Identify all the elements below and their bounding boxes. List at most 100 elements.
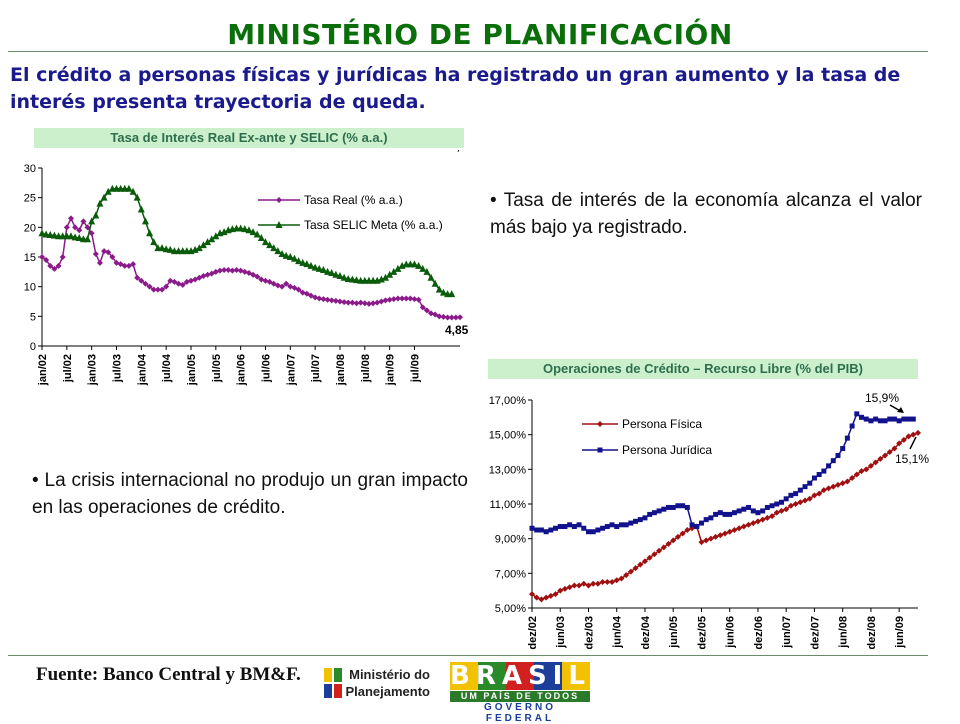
chart1-series-1-point [403,295,410,302]
chart1-series-1-point [320,296,327,303]
chart2-series-2-point [628,520,634,526]
chart1-series-2-point [261,238,269,246]
chart1-series-2-point [146,229,154,237]
chart2-series-2-point [760,508,766,514]
brasil-logo: BRASIL UM PAÍS DE TODOS GOVERNO FEDERAL [450,662,590,724]
chart1-series-1-point [192,276,199,283]
chart2-series-2-point [670,504,676,510]
chart1-series-1-point [411,296,418,303]
chart2-series-1-point [547,592,554,599]
brasil-tagline: UM PAÍS DE TODOS [450,691,590,702]
chart1-series-2-point [427,273,435,281]
chart2-series-1-point [896,440,903,447]
chart1-series-1-point [332,297,339,304]
chart2-series-1-point [538,596,545,603]
chart1-series-1-point [39,254,45,260]
chart2-series-2-point [783,496,789,502]
chart1-series-1-point [415,296,422,303]
chart2-series-1-point [543,594,550,601]
chart2-series-2-point [896,418,902,424]
chart1-series-2-point [295,257,303,265]
chart2-series-1-point [905,433,912,440]
chart1-series-1-point [361,300,368,307]
chart1-series-1-point [175,280,182,287]
chart2-series-2-point [722,511,728,517]
chart1-series-2-point [158,244,166,252]
chart2-series-1-point [783,506,790,513]
chart2-series-1-point [863,466,870,473]
chart1-series-1-point [47,262,54,269]
chart1-series-1-point [55,262,62,269]
chart2-series-2-point [802,484,808,490]
chart1-series-2-point [92,211,100,219]
chart2-series-2-point [746,504,752,510]
chart1-series-2-point [88,217,96,225]
chart1-series-1-point [440,313,447,320]
ministry-logo-mark [324,668,342,698]
chart2-series-2-point [557,524,563,530]
chart1-series-1-point [283,280,290,287]
chart1-x-tick-label: jan/08 [335,354,347,386]
chart1-title: Tasa de Interés Real Ex-ante y SELIC (% … [34,128,464,148]
chart1-x-tick-label: jan/06 [236,354,248,386]
chart1-series-1-point [63,224,70,231]
chart1-x-tick-label: jul/07 [310,354,322,383]
chart2-series-2-point [698,520,704,526]
chart2-series-2-point [553,525,559,531]
chart2-series-1-point [802,497,809,504]
chart2-series-2-point [840,446,846,452]
chart1-series-2-point [344,274,352,282]
chart2-legend-label: Persona Física [622,417,702,431]
chart2-series-2-point [534,527,540,533]
chart2-series-2-point [877,418,883,424]
chart1-series-1-point [419,304,426,311]
chart1-series-1-point [254,273,261,280]
chart2-series-1-point [849,475,856,481]
chart2-series-1-point [834,481,841,488]
chart1-series-1-point [270,280,277,287]
chart2-legend-label: Persona Jurídica [622,443,712,457]
chart2-legend-marker [597,421,603,427]
chart1-legend-marker [275,221,283,228]
chart2-series-2-point [689,522,695,528]
ministry-logo: Ministério do Planejamento [322,664,442,706]
chart2-series-1-point [787,502,794,509]
chart2-series-1-point [618,575,625,582]
chart2-series-1-point [839,480,846,487]
chart2-series-2-point [887,416,893,422]
chart2-series-2-point [844,435,850,441]
chart2-series-1-point [726,528,733,535]
chart1-y-tick-label: 15 [24,252,36,264]
chart1-series-1-point [233,267,240,274]
chart1-series-1-point [113,259,120,266]
chart1-series-1-point [225,267,232,274]
chart1-series-1-point [386,296,393,303]
chart1-series-2-point [38,229,46,237]
chart2-series-2-point [647,511,653,517]
chart2-series-2-point [666,504,672,510]
chart2-series-2-point [835,452,841,458]
chart2-series-1-point [806,495,813,502]
chart2-series-1-point [679,530,686,537]
chart2-series-1-point [552,591,559,598]
chart1-series-1-point [287,283,294,290]
chart1-series-1-point [295,286,302,293]
chart1-x-tick-label: jul/04 [161,353,173,383]
chart2-series-2-point [873,416,879,422]
chart2-series-1-point [891,445,898,452]
footer-divider [8,655,928,656]
chart2-series-1-point [529,591,535,598]
chart1-series-1-point [229,267,236,274]
chart1-series-2-point [270,244,278,252]
chart1-series-2-point [386,270,394,278]
chart1-series-2-point [431,279,439,287]
chart1-series-1-point [67,215,74,222]
chart2-series-1-point [867,462,874,469]
chart1-series-1-point [303,290,310,297]
bullet-rates-text: Tasa de interés de la economía alcanza e… [490,190,922,238]
chart1-series-1-point [349,299,356,306]
chart2-series-1-point [910,431,917,438]
chart1-series-2-point [104,187,112,195]
chart2-series-2-point [651,510,657,516]
chart2-x-tick-label: dez/04 [640,615,652,650]
